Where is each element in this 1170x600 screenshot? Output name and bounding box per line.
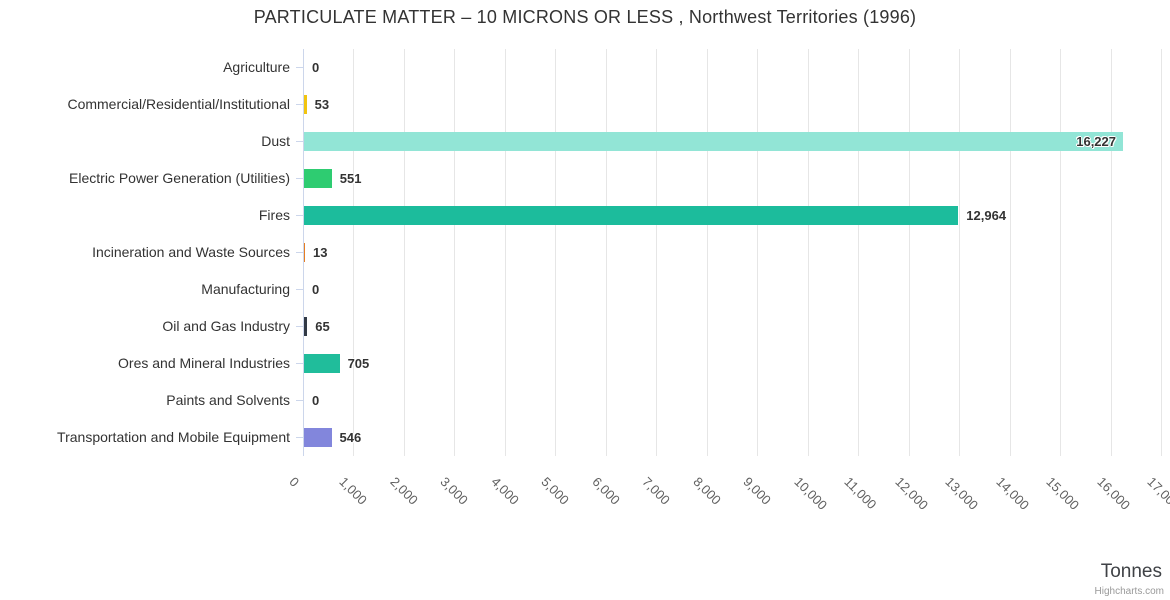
bar-transportation-and-mobile-equipment[interactable]	[304, 428, 332, 447]
x-tick-label: 14,000	[992, 474, 1032, 513]
value-label-commercial-residential-institutional: 53	[314, 97, 330, 112]
category-tick	[296, 326, 303, 327]
value-label-agriculture: 0	[312, 60, 320, 75]
gridline	[555, 49, 557, 456]
x-tick-label: 0	[286, 474, 303, 490]
category-tick	[296, 363, 303, 364]
value-label-incineration-and-waste-sources: 13	[313, 245, 328, 260]
highcharts-credit-link[interactable]: Highcharts.com	[1094, 586, 1164, 597]
x-tick-label: 9,000	[740, 474, 775, 508]
value-label-transportation-and-mobile-equipment: 546	[339, 430, 362, 445]
value-label-oil-and-gas-industry: 65	[315, 319, 330, 334]
gridline	[605, 49, 607, 456]
gridline	[706, 49, 708, 456]
x-tick-label: 2,000	[387, 474, 421, 508]
category-label-ores-and-mineral-industries: Ores and Mineral Industries	[118, 355, 290, 371]
gridline	[858, 49, 860, 456]
x-axis-title: Tonnes	[1100, 561, 1162, 582]
gridline	[403, 49, 405, 456]
x-tick-label: 16,000	[1093, 474, 1133, 513]
bar-incineration-and-waste-sources[interactable]	[304, 243, 305, 262]
category-tick	[296, 252, 303, 253]
value-label-fires: 12,964	[966, 208, 1007, 223]
value-axis-labels: 0 1,000 2,000 3,000 4,000 5,000 6,000 7,000 8,00…	[286, 456, 1170, 546]
chart-title: PARTICULATE MATTER – 10 MICRONS OR LESS …	[253, 7, 917, 27]
gridline	[757, 49, 759, 456]
bar-commercial-residential-institutional[interactable]	[304, 95, 307, 114]
gridline	[353, 49, 355, 456]
bar-dust[interactable]	[304, 132, 1123, 151]
value-label-manufacturing: 0	[312, 282, 320, 297]
plot-area: 0 53 16,227 551 12,964 13 0 65 705 0 546	[303, 49, 1162, 456]
gridline	[807, 49, 809, 456]
category-label-agriculture: Agriculture	[223, 59, 290, 75]
category-tick	[296, 215, 303, 216]
gridline	[959, 49, 961, 456]
gridline	[656, 49, 658, 456]
x-tick-label: 15,000	[1043, 474, 1083, 513]
category-tick	[296, 67, 303, 68]
category-label-commercial-residential-institutional: Commercial/Residential/Institutional	[67, 96, 290, 112]
category-label-fires: Fires	[258, 207, 290, 223]
category-tick	[296, 141, 303, 142]
category-label-dust: Dust	[261, 133, 290, 149]
category-label-transportation-and-mobile-equipment: Transportation and Mobile Equipment	[57, 429, 290, 445]
category-tick	[296, 289, 303, 290]
category-label-oil-and-gas-industry: Oil and Gas Industry	[162, 318, 290, 334]
x-tick-label: 8,000	[690, 474, 724, 508]
x-tick-label: 4,000	[488, 474, 522, 508]
bar-electric-power-generation-utilities[interactable]	[304, 169, 332, 188]
x-tick-label: 11,000	[841, 474, 880, 513]
value-label-electric-power-generation-utilities: 551	[339, 171, 362, 186]
value-label-paints-and-solvents: 0	[312, 393, 320, 408]
gridline	[1009, 49, 1011, 456]
category-label-manufacturing: Manufacturing	[201, 281, 290, 297]
gridline	[454, 49, 456, 456]
gridline	[1060, 49, 1062, 456]
gridline	[1110, 49, 1112, 456]
x-tick-label: 17,000	[1144, 474, 1170, 513]
x-tick-label: 10,000	[791, 474, 830, 513]
value-label-dust: 16,227	[1076, 134, 1116, 149]
gridline	[504, 49, 506, 456]
bar-ores-and-mineral-industries[interactable]	[304, 354, 340, 373]
bar-fires[interactable]	[304, 206, 959, 225]
category-tick	[296, 437, 303, 438]
x-tick-label: 7,000	[639, 474, 674, 508]
category-axis: Agriculture Commercial/Residential/Instit…	[0, 49, 290, 456]
category-tick	[296, 178, 303, 179]
value-label-ores-and-mineral-industries: 705	[347, 356, 370, 371]
category-tick	[296, 400, 303, 401]
category-tick	[296, 104, 303, 105]
bar-oil-and-gas-industry[interactable]	[304, 317, 308, 336]
category-label-paints-and-solvents: Paints and Solvents	[166, 392, 290, 408]
x-tick-label: 1,000	[336, 474, 371, 508]
x-tick-label: 13,000	[942, 474, 982, 513]
category-label-electric-power-generation-utilities: Electric Power Generation (Utilities)	[69, 170, 290, 186]
gridline	[1161, 49, 1162, 456]
category-label-incineration-and-waste-sources: Incineration and Waste Sources	[92, 244, 290, 260]
x-tick-label: 6,000	[589, 474, 623, 508]
x-tick-label: 12,000	[892, 474, 931, 513]
x-tick-label: 5,000	[538, 474, 573, 508]
x-tick-label: 3,000	[437, 474, 472, 508]
gridline	[908, 49, 910, 456]
